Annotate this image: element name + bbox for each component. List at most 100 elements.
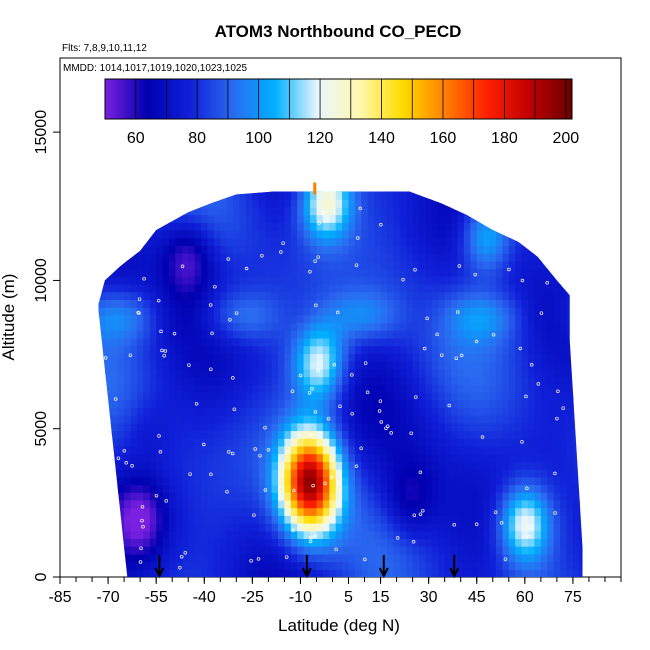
heatmap-cell: [136, 469, 144, 478]
heatmap-cell: [586, 423, 593, 431]
heatmap-cell: [476, 214, 484, 223]
heatmap-cell: [438, 484, 446, 493]
heatmap-cell: [547, 399, 555, 408]
heatmap-cell: [124, 260, 132, 270]
heatmap-cell: [207, 499, 215, 509]
heatmap-cell: [368, 176, 375, 184]
heatmap-cell: [380, 322, 388, 331]
heatmap-cell: [572, 499, 580, 509]
heatmap-cell: [374, 361, 382, 370]
heatmap-cell: [438, 222, 446, 231]
heatmap-cell: [271, 530, 279, 539]
heatmap-cell: [476, 499, 484, 509]
heatmap-cell: [406, 515, 414, 524]
heatmap-cell: [476, 492, 484, 501]
observation-point: [336, 310, 340, 315]
heatmap-cell: [258, 415, 266, 424]
heatmap-cell: [406, 507, 414, 516]
heatmap-cell: [329, 507, 337, 516]
heatmap-cell: [316, 199, 324, 208]
heatmap-cell: [130, 407, 138, 416]
heatmap-cell: [521, 546, 529, 555]
heatmap-cell: [245, 330, 253, 339]
heatmap-cell: [233, 469, 241, 478]
heatmap-cell: [444, 260, 452, 270]
heatmap-cell: [156, 291, 164, 300]
heatmap-cell: [528, 291, 535, 300]
heatmap-cell: [335, 260, 343, 270]
heatmap-cell: [560, 299, 568, 308]
heatmap-cell: [310, 546, 317, 555]
heatmap-cell: [457, 561, 465, 570]
heatmap-cell: [457, 284, 465, 293]
heatmap-cell: [380, 422, 388, 432]
heatmap-cell: [322, 469, 330, 478]
heatmap-cell: [586, 392, 593, 400]
heatmap-cell: [508, 237, 516, 246]
heatmap-cell: [98, 399, 106, 408]
heatmap-cell: [508, 499, 516, 509]
heatmap-cell: [284, 253, 292, 262]
heatmap-cell: [245, 345, 253, 354]
heatmap-cell: [162, 461, 170, 470]
heatmap-cell: [252, 191, 260, 192]
heatmap-cell: [547, 569, 555, 577]
heatmap-cell: [553, 407, 561, 416]
heatmap-cell: [104, 399, 112, 408]
heatmap-cell: [419, 338, 426, 347]
heatmap-cell: [444, 268, 452, 277]
heatmap-cell: [540, 291, 548, 300]
heatmap-cell: [451, 230, 459, 239]
heatmap-cell: [149, 553, 157, 563]
heatmap-cell: [534, 430, 542, 439]
heatmap-cell: [489, 284, 497, 293]
heatmap-cell: [489, 391, 497, 401]
heatmap-cell: [226, 461, 234, 470]
heatmap-cell: [258, 407, 266, 416]
heatmap-cell: [239, 376, 247, 385]
heatmap-cell: [367, 415, 375, 424]
observation-point: [493, 510, 498, 514]
x-tick-label: -40: [193, 589, 216, 606]
heatmap-cell: [354, 391, 362, 401]
heatmap-cell: [130, 376, 138, 385]
heatmap-cell: [426, 176, 433, 184]
heatmap-cell: [175, 307, 183, 316]
heatmap-cell: [149, 546, 157, 555]
heatmap-cell: [579, 476, 583, 486]
heatmap-cell: [342, 199, 350, 208]
observation-point: [378, 399, 383, 403]
heatmap-cell: [463, 314, 471, 324]
observation-point: [313, 410, 318, 414]
heatmap-cell: [579, 453, 583, 462]
heatmap-cell: [194, 499, 202, 509]
heatmap-cell: [271, 260, 279, 270]
heatmap-cell: [399, 461, 407, 470]
heatmap-cell: [380, 291, 388, 300]
heatmap-cell: [310, 191, 317, 200]
heatmap-cell: [457, 368, 465, 378]
heatmap-cell: [431, 291, 439, 300]
heatmap-cell: [258, 330, 266, 339]
heatmap-cell: [586, 508, 593, 516]
heatmap-cell: [540, 214, 548, 223]
heatmap-cell: [393, 276, 401, 285]
heatmap-cell: [335, 422, 343, 432]
heatmap-cell: [438, 338, 446, 347]
heatmap-cell: [457, 253, 465, 262]
heatmap-cell: [387, 291, 394, 300]
heatmap-cell: [380, 361, 388, 370]
heatmap-cell: [444, 515, 452, 524]
heatmap-cell: [553, 191, 561, 200]
heatmap-cell: [284, 368, 292, 378]
heatmap-cell: [476, 476, 484, 486]
heatmap-cell: [367, 214, 375, 223]
heatmap-cell: [136, 206, 144, 216]
heatmap-cell: [252, 476, 260, 486]
heatmap-cell: [310, 345, 317, 354]
heatmap-cell: [207, 314, 215, 324]
heatmap-cell: [521, 530, 529, 539]
heatmap-cell: [149, 561, 157, 570]
heatmap-cell: [322, 291, 330, 300]
heatmap-cell: [540, 399, 548, 408]
